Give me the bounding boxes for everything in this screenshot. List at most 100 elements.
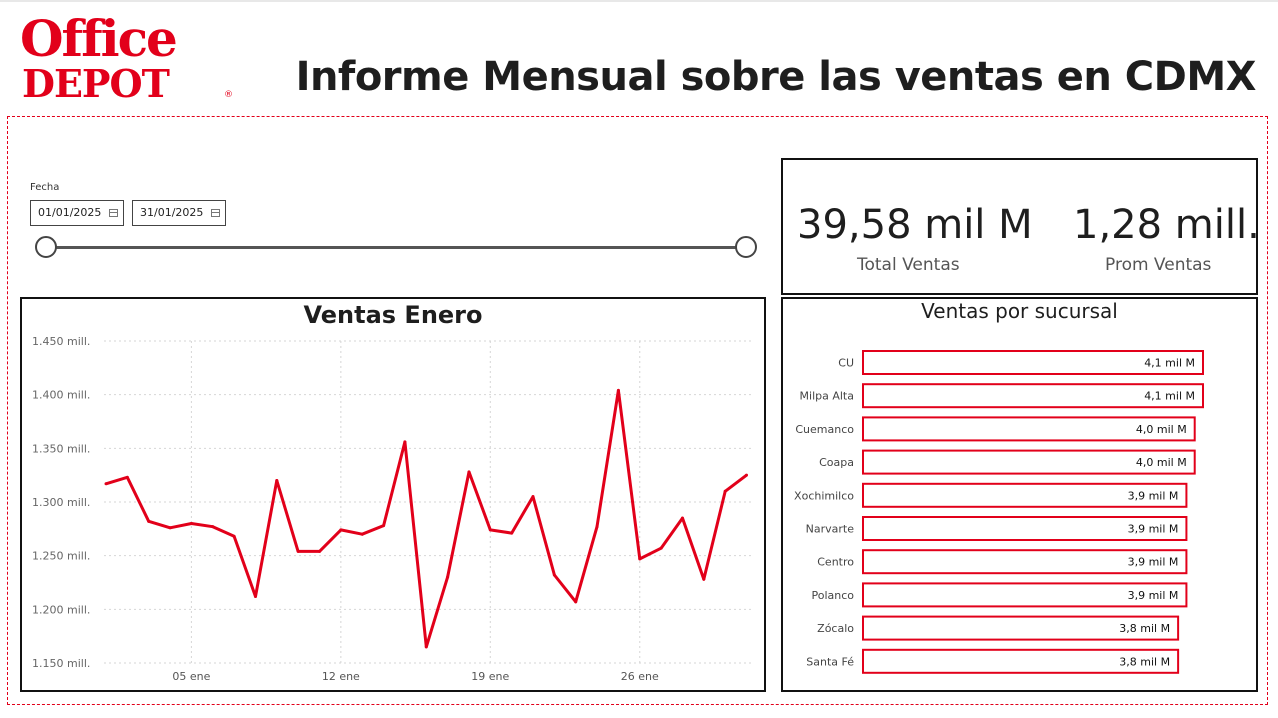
data-point <box>403 440 407 444</box>
date-range-slider[interactable] <box>44 246 748 249</box>
bar-value-label: 4,1 mil M <box>1144 390 1195 403</box>
data-point <box>531 495 535 499</box>
y-tick-label: 1.300 mill. <box>32 496 90 509</box>
line-chart-title: Ventas Enero <box>303 301 483 329</box>
calendar-icon[interactable] <box>109 209 118 217</box>
ventas-line-series <box>105 388 748 649</box>
bar-chart-panel: Ventas por sucursal CU 4,1 mil M Milpa Alt… <box>781 297 1258 692</box>
registered-mark: ® <box>224 90 233 100</box>
end-date-input[interactable]: 31/01/2025 <box>132 200 226 226</box>
x-tick-label: 19 ene <box>471 670 509 683</box>
start-date-value: 01/01/2025 <box>38 206 102 219</box>
bar-value-label: 3,8 mil M <box>1119 622 1170 635</box>
data-point <box>104 482 108 486</box>
y-tick-label: 1.450 mill. <box>32 335 90 348</box>
y-tick-label: 1.200 mill. <box>32 603 90 616</box>
category-label: Narvarte <box>806 523 855 536</box>
category-label: Coapa <box>819 456 854 469</box>
bar-8 <box>862 615 1180 641</box>
data-point <box>339 528 343 532</box>
start-date-input[interactable]: 01/01/2025 <box>30 200 124 226</box>
data-point <box>702 577 706 581</box>
data-point <box>595 525 599 529</box>
data-point <box>296 549 300 553</box>
office-depot-logo: Office DEPOT ® <box>18 10 238 108</box>
bar-chart-title: Ventas por sucursal <box>921 299 1118 323</box>
category-label: Cuemanco <box>795 423 854 436</box>
category-label: Zócalo <box>817 622 854 635</box>
data-point <box>360 532 364 536</box>
y-tick-label: 1.400 mill. <box>32 389 90 402</box>
category-label: Polanco <box>811 589 854 602</box>
total-ventas-value: 39,58 mil M <box>797 202 1033 248</box>
bar-9 <box>862 648 1180 674</box>
data-point <box>659 546 663 550</box>
category-label: CU <box>838 357 854 370</box>
y-tick-label: 1.150 mill. <box>32 657 90 670</box>
total-ventas-label: Total Ventas <box>857 255 960 275</box>
x-tick-label: 12 ene <box>322 670 360 683</box>
data-point <box>189 521 193 525</box>
category-label: Xochimilco <box>794 489 854 502</box>
data-point <box>125 475 129 479</box>
bar-value-label: 3,9 mil M <box>1128 589 1179 602</box>
end-date-value: 31/01/2025 <box>140 206 204 219</box>
slider-start-handle[interactable] <box>35 236 57 258</box>
bar-value-label: 3,8 mil M <box>1119 655 1170 668</box>
bar-value-label: 3,9 mil M <box>1128 489 1179 502</box>
data-point <box>232 534 236 538</box>
bar-3 <box>862 449 1196 475</box>
data-point <box>147 519 151 523</box>
category-label: Milpa Alta <box>800 390 854 403</box>
bar-2 <box>862 416 1196 442</box>
bar-value-label: 4,1 mil M <box>1144 357 1195 370</box>
bar-value-label: 3,9 mil M <box>1128 556 1179 569</box>
x-tick-label: 26 ene <box>621 670 659 683</box>
data-point <box>275 479 279 483</box>
data-point <box>488 528 492 532</box>
line-chart: 1.150 mill. 1.200 mill. 1.250 mill. 1.300 m… <box>32 335 752 683</box>
logo-text-office: Office <box>20 9 178 68</box>
prom-ventas-label: Prom Ventas <box>1105 255 1212 275</box>
slider-end-handle[interactable] <box>735 236 757 258</box>
data-point <box>318 549 321 553</box>
category-label: Santa Fé <box>806 655 854 668</box>
data-point <box>680 516 684 520</box>
bar-value-label: 4,0 mil M <box>1136 423 1187 436</box>
data-point <box>424 645 428 649</box>
data-point <box>745 473 748 477</box>
data-point <box>552 573 556 577</box>
data-point <box>446 575 450 579</box>
data-point <box>723 489 727 493</box>
data-point <box>382 524 386 528</box>
bar-5 <box>862 516 1188 541</box>
date-slicer-label: Fecha <box>30 182 60 193</box>
bar-chart: CU 4,1 mil M Milpa Alta 4,1 mil M Cuemanco 4,… <box>794 350 1204 674</box>
calendar-icon[interactable] <box>211 209 220 217</box>
data-point <box>211 525 215 529</box>
page-title: Informe Mensual sobre las ventas en CDMX <box>295 54 1257 100</box>
data-point <box>574 600 578 604</box>
y-tick-label: 1.250 mill. <box>32 550 90 563</box>
category-label: Centro <box>817 556 854 569</box>
data-point <box>616 388 620 392</box>
y-tick-label: 1.350 mill. <box>32 442 90 455</box>
bar-4 <box>862 482 1188 508</box>
data-point <box>253 594 257 598</box>
bar-1 <box>862 383 1204 409</box>
bar-0 <box>862 350 1204 375</box>
kpi-card: 39,58 mil M Total Ventas 1,28 mill. Prom… <box>781 158 1260 295</box>
logo-text-depot: DEPOT <box>22 61 170 106</box>
bar-value-label: 4,0 mil M <box>1136 456 1187 469</box>
report-frame <box>7 116 1268 705</box>
data-point <box>168 526 172 530</box>
data-point <box>638 557 642 561</box>
data-point <box>510 531 514 535</box>
x-tick-label: 05 ene <box>172 670 210 683</box>
top-border <box>0 0 1278 2</box>
bar-7 <box>862 582 1188 608</box>
line-chart-panel: Ventas Enero 1.150 mill. 1.200 mill. 1.250… <box>20 297 766 692</box>
bar-6 <box>862 549 1188 575</box>
data-point <box>467 470 471 474</box>
bar-value-label: 3,9 mil M <box>1128 523 1179 536</box>
